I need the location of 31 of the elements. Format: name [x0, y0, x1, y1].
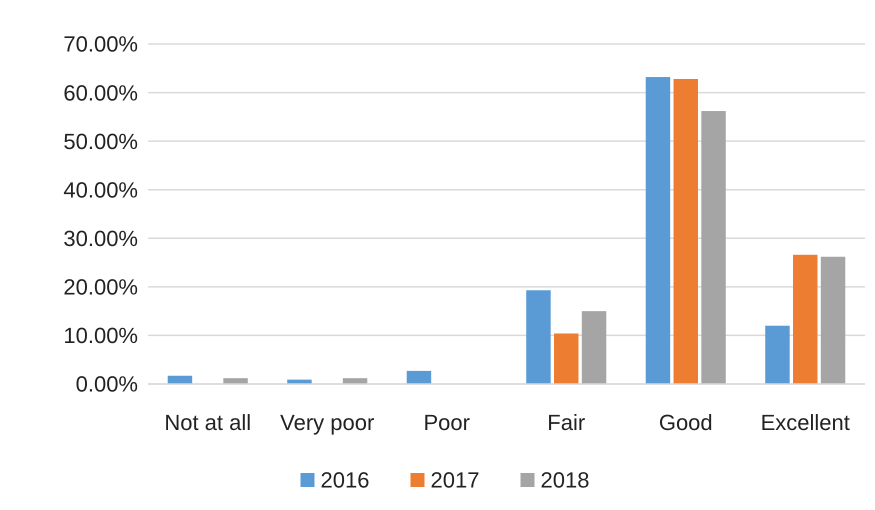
x-tick-label: Poor — [424, 410, 470, 435]
y-tick-label: 40.00% — [63, 177, 138, 202]
y-tick-label: 60.00% — [63, 80, 138, 106]
bar — [554, 333, 578, 384]
y-tick-label: 0.00% — [76, 372, 138, 397]
bar — [793, 254, 818, 384]
y-tick-label: 50.00% — [63, 128, 138, 154]
bar — [820, 256, 846, 384]
bar — [526, 290, 551, 384]
y-tick-label: 30.00% — [63, 226, 138, 251]
bar — [765, 326, 790, 384]
x-tick-label: Fair — [547, 410, 586, 435]
x-tick-label: Good — [658, 410, 713, 435]
bar — [406, 370, 432, 384]
bar — [582, 311, 606, 384]
bar — [223, 378, 248, 384]
bar — [646, 77, 670, 384]
x-tick-label: Not at all — [164, 410, 252, 435]
legend-label: 2016 — [320, 468, 370, 493]
bar — [168, 376, 192, 384]
y-tick-label: 70.00% — [63, 32, 138, 57]
legend-label: 2018 — [540, 468, 590, 493]
bar — [674, 78, 698, 384]
x-tick-label: Very poor — [280, 410, 374, 435]
x-tick-label: Excellent — [760, 410, 850, 435]
bar — [701, 111, 726, 384]
bar — [287, 380, 312, 384]
y-tick-label: 20.00% — [63, 274, 138, 300]
legend-label: 2017 — [430, 468, 480, 493]
y-tick-label: 10.00% — [63, 323, 138, 348]
bar — [342, 378, 368, 384]
